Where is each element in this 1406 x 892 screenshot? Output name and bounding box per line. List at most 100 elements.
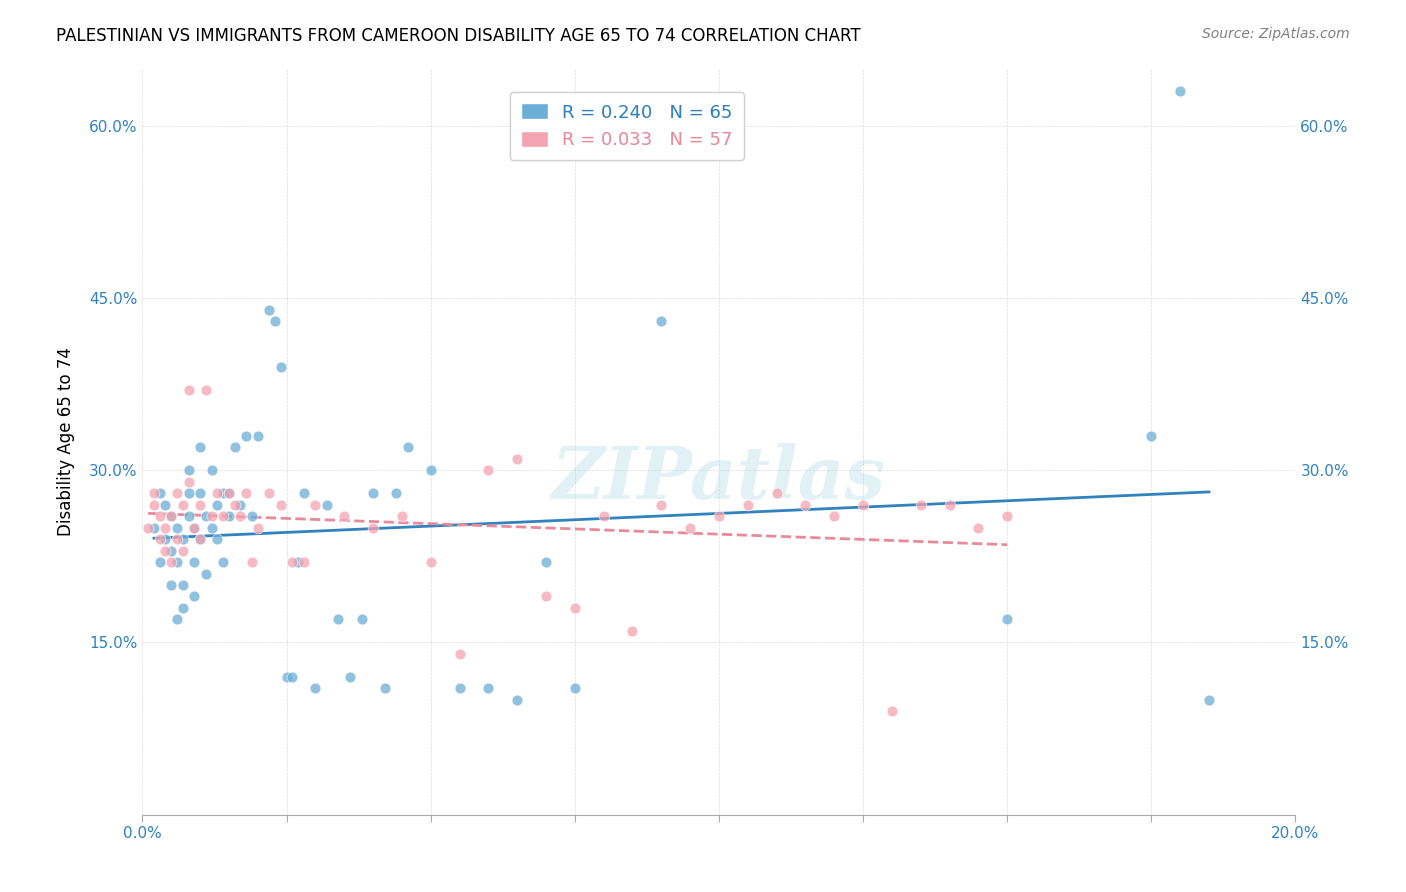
Point: [333, 509, 356, 524]
Y-axis label: Disability Age 65 to 74: Disability Age 65 to 74: [58, 347, 75, 536]
Point: [477, 681, 499, 696]
Point: [259, 486, 281, 500]
Point: [316, 498, 339, 512]
Point: [361, 520, 384, 534]
Point: [995, 509, 1018, 524]
Point: [592, 509, 614, 524]
Point: [650, 498, 672, 512]
Point: [149, 532, 172, 546]
Point: [224, 440, 246, 454]
Point: [477, 463, 499, 477]
Point: [218, 486, 240, 500]
Point: [177, 486, 200, 500]
Point: [419, 555, 441, 569]
Point: [910, 498, 932, 512]
Text: ZIPatlas: ZIPatlas: [553, 443, 886, 515]
Point: [183, 520, 205, 534]
Point: [143, 520, 166, 534]
Point: [155, 532, 177, 546]
Point: [506, 692, 529, 706]
Point: [292, 486, 315, 500]
Point: [136, 520, 159, 534]
Point: [177, 383, 200, 397]
Point: [765, 486, 787, 500]
Point: [246, 520, 269, 534]
Point: [292, 555, 315, 569]
Point: [207, 532, 229, 546]
Point: [240, 509, 263, 524]
Point: [188, 498, 211, 512]
Point: [235, 429, 257, 443]
Point: [172, 543, 194, 558]
Point: [218, 486, 240, 500]
Point: [794, 498, 817, 512]
Point: [534, 590, 557, 604]
Point: [1140, 429, 1163, 443]
Point: [166, 555, 188, 569]
Point: [166, 520, 188, 534]
Point: [564, 601, 586, 615]
Point: [328, 612, 350, 626]
Point: [143, 486, 166, 500]
Point: [143, 498, 166, 512]
Point: [177, 509, 200, 524]
Legend: R = 0.240   N = 65, R = 0.033   N = 57: R = 0.240 N = 65, R = 0.033 N = 57: [510, 93, 744, 160]
Point: [183, 555, 205, 569]
Point: [852, 498, 875, 512]
Point: [449, 681, 471, 696]
Point: [270, 359, 292, 374]
Point: [201, 520, 224, 534]
Point: [155, 543, 177, 558]
Point: [201, 463, 224, 477]
Point: [201, 509, 224, 524]
Point: [172, 578, 194, 592]
Point: [188, 486, 211, 500]
Point: [212, 486, 235, 500]
Point: [172, 498, 194, 512]
Point: [224, 498, 246, 512]
Point: [304, 681, 326, 696]
Point: [218, 509, 240, 524]
Point: [160, 578, 183, 592]
Point: [188, 532, 211, 546]
Point: [650, 314, 672, 328]
Point: [188, 532, 211, 546]
Point: [938, 498, 960, 512]
Point: [281, 555, 304, 569]
Point: [229, 498, 252, 512]
Point: [967, 520, 990, 534]
Point: [246, 429, 269, 443]
Point: [396, 440, 419, 454]
Point: [207, 498, 229, 512]
Point: [374, 681, 396, 696]
Point: [361, 486, 384, 500]
Point: [166, 612, 188, 626]
Point: [287, 555, 309, 569]
Point: [160, 509, 183, 524]
Point: [564, 681, 586, 696]
Point: [259, 302, 281, 317]
Point: [194, 566, 217, 581]
Point: [391, 509, 413, 524]
Point: [177, 475, 200, 489]
Point: [534, 555, 557, 569]
Point: [212, 509, 235, 524]
Text: Source: ZipAtlas.com: Source: ZipAtlas.com: [1202, 27, 1350, 41]
Point: [229, 509, 252, 524]
Point: [304, 498, 326, 512]
Text: PALESTINIAN VS IMMIGRANTS FROM CAMEROON DISABILITY AGE 65 TO 74 CORRELATION CHAR: PALESTINIAN VS IMMIGRANTS FROM CAMEROON …: [56, 27, 860, 45]
Point: [419, 463, 441, 477]
Point: [339, 670, 361, 684]
Point: [160, 555, 183, 569]
Point: [264, 314, 287, 328]
Point: [149, 486, 172, 500]
Point: [737, 498, 759, 512]
Point: [194, 509, 217, 524]
Point: [172, 601, 194, 615]
Point: [449, 647, 471, 661]
Point: [166, 486, 188, 500]
Point: [506, 451, 529, 466]
Point: [183, 520, 205, 534]
Point: [160, 543, 183, 558]
Point: [679, 520, 702, 534]
